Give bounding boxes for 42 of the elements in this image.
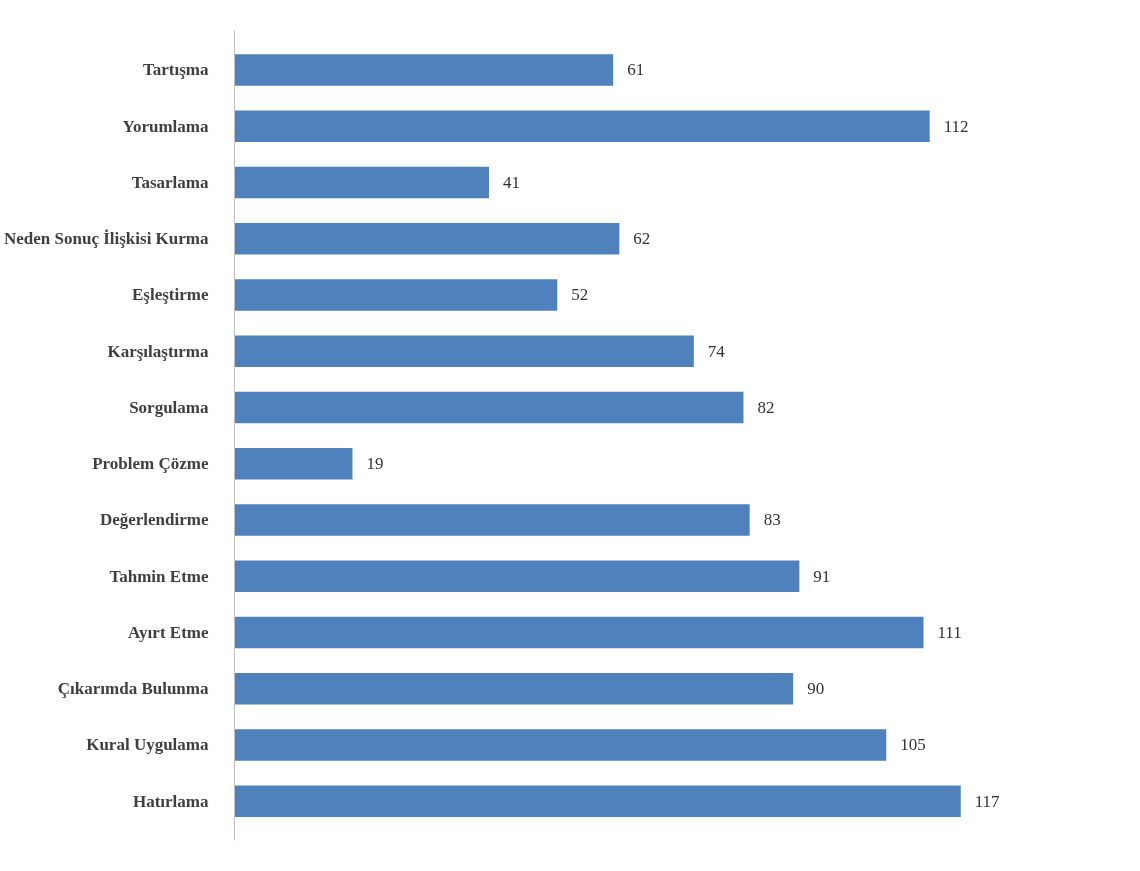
data-label: 41 [502,172,520,192]
bar [234,616,924,649]
data-label: 117 [974,791,1001,811]
data-label: 74 [707,341,726,361]
y-tick-label: Eşleştirme [132,285,209,305]
y-tick-label: Sorgulama [129,397,209,417]
data-label: 83 [763,510,781,530]
data-label: 62 [633,229,651,249]
data-label: 111 [937,622,962,642]
y-tick-label: Çıkarımda Bulunma [57,679,209,699]
bar [234,560,800,592]
data-label: 52 [571,285,589,305]
y-tick-label: Tartışma [143,60,209,80]
y-tick-label: Karşılaştırma [107,341,209,361]
bar [234,672,794,705]
bar [234,54,614,86]
y-tick-label: Yorumlama [122,116,209,136]
y-tick-label: Değerlendirme [99,510,209,530]
bar [234,447,353,480]
y-tick-label: Problem Çözme [92,454,209,474]
y-tick-label: Tahmin Etme [109,566,209,586]
bar [234,279,558,311]
y-tick-label: Tasarlama [131,172,209,192]
bar [234,785,961,817]
bar [234,222,620,255]
data-label: 19 [366,454,384,474]
y-tick-label: Kural Uygulama [86,735,209,755]
bar [234,504,750,536]
bar [234,729,887,761]
bar [234,166,489,199]
bar [234,335,694,367]
data-label: 82 [757,397,775,417]
data-label: 61 [627,60,645,80]
data-label: 91 [813,566,831,586]
y-tick-label: Hatırlama [132,791,209,811]
data-label: 105 [900,735,926,755]
data-label: 112 [943,116,969,136]
y-tick-label: Neden Sonuç İlişkisi Kurma [3,229,209,249]
data-label: 90 [807,679,825,699]
bar [234,391,744,424]
bar [234,110,930,142]
y-tick-label: Ayırt Etme [128,622,209,642]
